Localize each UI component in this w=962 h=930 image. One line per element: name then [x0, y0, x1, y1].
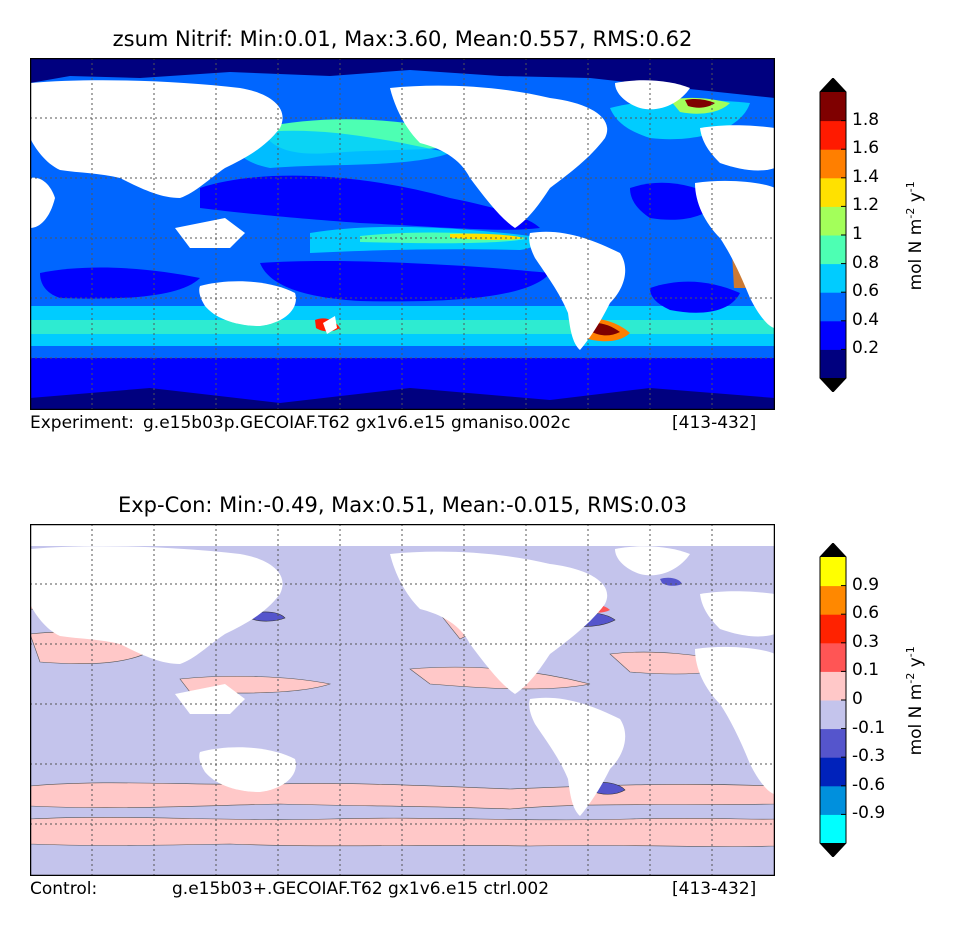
colorbar-segment-0-7 [820, 149, 846, 179]
top-land-north-america [390, 85, 608, 228]
top-colorbar-label: mol N m-2 y-1 [904, 181, 926, 291]
colorbar-segment-1-6 [820, 642, 846, 672]
top-map [30, 58, 775, 410]
colorbar-segment-0-3 [820, 263, 846, 293]
colorbar-segment-1-5 [820, 671, 846, 701]
colorbar-segment-1-1 [820, 785, 846, 815]
colorbar-tick-label-0-0: 0.2 [852, 338, 880, 359]
bottom-caption-years: [413-432] [672, 879, 757, 899]
top-band-southern-2 [30, 320, 775, 334]
colorbar-tick-label-1-2: -0.3 [852, 746, 886, 767]
colorbar-tick-label-0-7: 1.6 [852, 138, 880, 159]
top-caption-case: g.e15b03p.GECOIAF.T62 gx1v6.e15 gmaniso.… [143, 413, 571, 433]
top-caption-years: [413-432] [672, 413, 757, 433]
colorbar-segment-0-9 [820, 92, 846, 122]
colorbar-tick-label-1-5: 0.1 [852, 660, 880, 681]
top-patagonia-core [590, 322, 620, 336]
colorbar-segment-0-4 [820, 235, 846, 265]
bottom-land-europe [700, 591, 775, 637]
bottom-colorbar-label: mol N m-2 y-1 [904, 646, 926, 756]
bottom-gridlines [30, 524, 775, 876]
colorbar-extend-high-0 [820, 78, 846, 92]
colorbar-extend-high-1 [820, 543, 846, 557]
bottom-land-south-america [529, 697, 626, 816]
colorbar-tick-label-0-8: 1.8 [852, 109, 880, 130]
top-panel-title: zsum Nitrif: Min:0.01, Max:3.60, Mean:0.… [112, 27, 693, 51]
bottom-map-frame [30, 524, 775, 876]
colorbar-tick-label-0-2: 0.6 [852, 281, 880, 302]
top-land-maritime [175, 218, 245, 248]
bottom-map [30, 524, 775, 876]
top-npacific-gyre [200, 175, 540, 230]
colorbar-segment-0-1 [820, 320, 846, 350]
colorbar-tick-label-1-8: 0.9 [852, 574, 880, 595]
colorbar-segment-0-8 [820, 120, 846, 150]
colorbar-extend-low-0 [820, 378, 846, 392]
top-indian-gyre [40, 267, 200, 299]
bottom-caption-case: g.e15b03+.GECOIAF.T62 gx1v6.e15 ctrl.002 [172, 879, 550, 899]
bottom-caption-left: Control: [30, 879, 98, 899]
colorbar-segment-0-6 [820, 177, 846, 207]
bottom-land-eurasia [30, 546, 283, 664]
colorbar-frame-0 [819, 78, 847, 392]
top-natlantic-hotter [685, 99, 715, 108]
colorbar-tick-label-0-5: 1.2 [852, 195, 880, 216]
colorbar-tick-label-1-7: 0.6 [852, 603, 880, 624]
top-land-australia [199, 281, 296, 326]
colorbar-tick-label-1-1: -0.6 [852, 774, 886, 795]
bottom-colorbar [819, 543, 847, 857]
bottom-land-maritime [175, 684, 245, 714]
colorbar-segment-1-4 [820, 700, 846, 730]
colorbar-segment-0-0 [820, 349, 846, 379]
colorbar-tick-label-1-3: -0.1 [852, 717, 886, 738]
colorbar-tick-label-0-4: 1 [852, 224, 863, 244]
top-land-eurasia [30, 80, 283, 198]
bottom-land-australia [199, 747, 296, 792]
colorbar-segment-1-0 [820, 814, 846, 844]
colorbar-frame-1 [819, 543, 847, 857]
colorbar-tick-label-0-6: 1.4 [852, 166, 880, 187]
colorbar-tick-label-1-4: 0 [852, 689, 863, 709]
colorbar-tick-label-1-0: -0.9 [852, 803, 886, 824]
top-map-frame [30, 58, 775, 410]
top-caption-left: Experiment: [30, 413, 134, 433]
top-land-africa [695, 180, 775, 328]
colorbar-extend-low-1 [820, 843, 846, 857]
colorbar-segment-0-2 [820, 292, 846, 322]
bottom-pos-southern-2 [30, 817, 775, 847]
top-land-europe [700, 125, 775, 171]
top-satlantic-gyre [650, 281, 740, 313]
bottom-land-greenland [615, 546, 690, 576]
top-gridlines [30, 58, 775, 410]
colorbar-segment-1-9 [820, 557, 846, 587]
colorbar-segment-0-5 [820, 206, 846, 236]
top-spacific-gyre [260, 261, 550, 302]
top-land-africa-west [30, 177, 55, 228]
top-land-new-zealand [323, 316, 337, 334]
colorbar-segment-1-3 [820, 728, 846, 758]
colorbar-tick-label-0-3: 0.8 [852, 252, 880, 273]
top-colorbar [819, 78, 847, 392]
bottom-land-africa [695, 646, 775, 794]
colorbar-segment-1-2 [820, 757, 846, 787]
top-land-south-america [529, 231, 626, 350]
top-land-greenland [615, 80, 690, 110]
bottom-panel-title: Exp-Con: Min:-0.49, Max:0.51, Mean:-0.01… [117, 493, 687, 517]
colorbar-tick-label-0-1: 0.4 [852, 309, 880, 330]
colorbar-segment-1-7 [820, 614, 846, 644]
colorbar-segment-1-8 [820, 585, 846, 615]
colorbar-tick-label-1-6: 0.3 [852, 631, 880, 652]
bottom-land-north-america [390, 551, 608, 694]
